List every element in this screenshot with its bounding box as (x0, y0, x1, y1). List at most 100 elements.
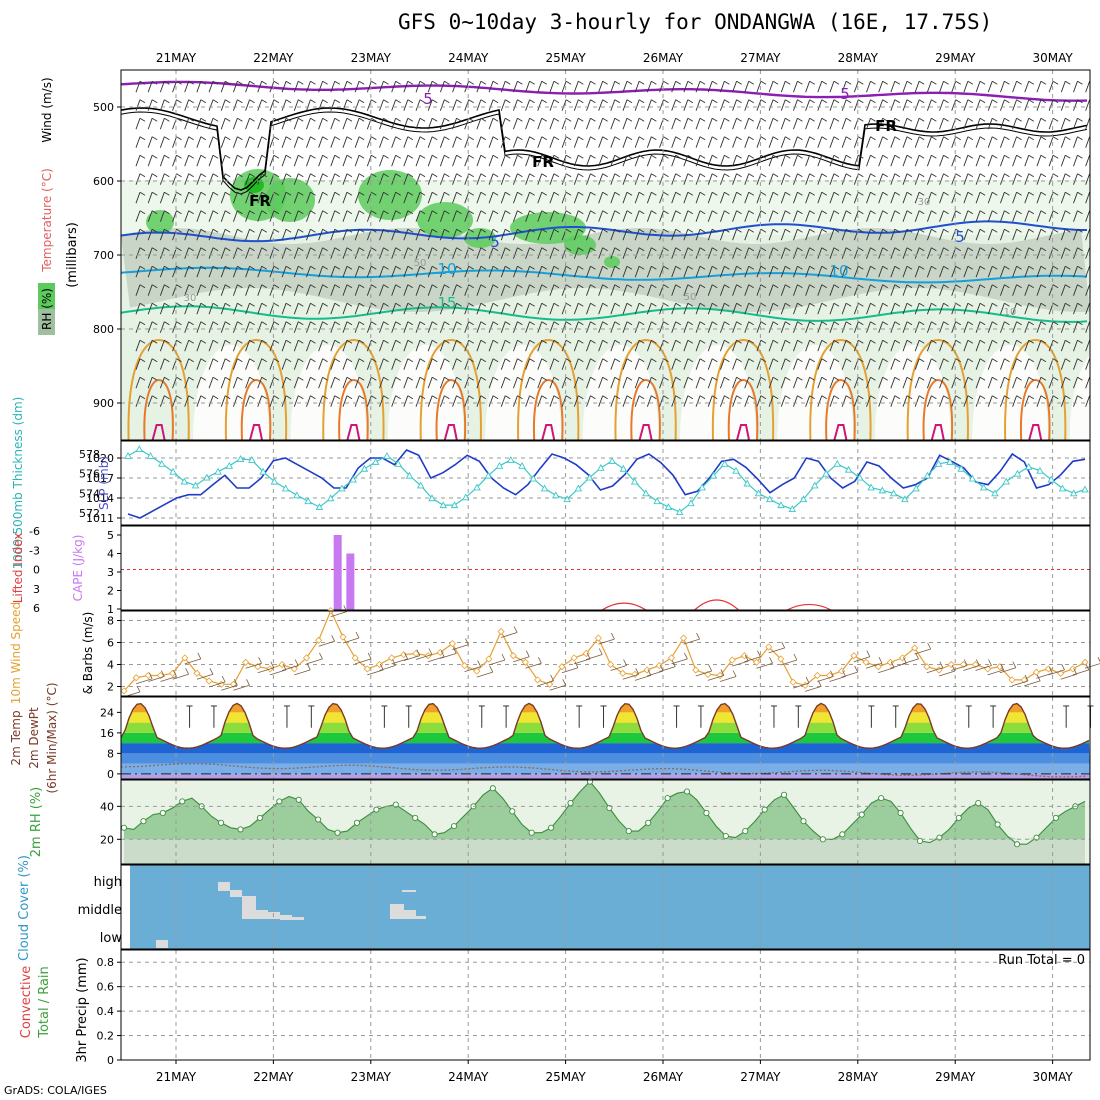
y-tick-label: 24 (100, 706, 114, 719)
wind-barb (769, 657, 773, 664)
wind-barb (926, 81, 932, 93)
wind-barb (1004, 358, 1010, 363)
wind-barb (590, 228, 596, 233)
wind-barb (538, 657, 542, 664)
wind-barb (671, 395, 677, 407)
wind-barb (322, 154, 328, 159)
wind-barb (809, 228, 815, 233)
wind-barb (634, 99, 640, 111)
wind-barb (1052, 117, 1059, 122)
wind-barb (281, 358, 287, 370)
wind-barb (882, 265, 888, 270)
wind-barb (500, 173, 506, 185)
wind-barb (342, 118, 348, 130)
wind-barb (269, 377, 275, 389)
wind-barb (1077, 191, 1083, 196)
wind-barb (1040, 154, 1047, 159)
wind-barb (208, 395, 214, 407)
wind-barb (513, 192, 518, 204)
wind-barb (578, 302, 584, 307)
wind-barb (147, 266, 153, 278)
wind-barb (1048, 155, 1054, 167)
wind-barb (135, 321, 141, 333)
wind-barb (529, 321, 535, 326)
wind-barb (663, 228, 669, 233)
wind-barb (427, 192, 433, 204)
wind-barb (245, 284, 250, 296)
wind-barb (565, 173, 572, 178)
wind-barb (1048, 377, 1054, 389)
wind-barb (164, 376, 170, 381)
wind-barb (245, 303, 250, 315)
wind-barb (505, 358, 511, 363)
rh2m-marker (295, 796, 302, 803)
wind-barb (220, 321, 226, 333)
wind-barb (196, 673, 214, 680)
wind-barb (1060, 247, 1066, 259)
wind-barb (212, 321, 219, 326)
wind-barb (403, 377, 409, 389)
wind-barb (894, 191, 901, 196)
wind-barb (565, 191, 572, 196)
wind-barb (159, 321, 165, 333)
wind-barb (858, 210, 864, 215)
wind-barb (610, 266, 616, 278)
wind-barb (906, 321, 913, 326)
wind-barb (464, 377, 470, 389)
wind-barb (793, 303, 798, 315)
wind-barb (322, 117, 328, 122)
wind-barb (1012, 247, 1018, 259)
thickness-marker (371, 457, 380, 465)
wind-barb (626, 339, 633, 344)
wind-barb (517, 117, 523, 122)
wind-barb (1004, 302, 1010, 307)
wind-barb (626, 247, 633, 252)
wind-barb (391, 229, 397, 241)
wind-barb (184, 210, 190, 222)
wind-barb (176, 80, 182, 85)
wind-barb (914, 340, 920, 352)
wind-barb (748, 136, 754, 141)
wind-speed-marker (752, 658, 761, 666)
wind-barb (164, 395, 170, 400)
wind-barb (1012, 284, 1018, 296)
contour-label: 50 (414, 258, 427, 269)
wind-barb (293, 229, 299, 241)
wind-barb (663, 80, 669, 85)
wind-barb (963, 358, 969, 370)
thickness-marker (349, 475, 357, 483)
wind-barb (992, 247, 998, 252)
wind-barb (590, 284, 596, 289)
wind-barb (711, 99, 718, 104)
contour-label: 15 (437, 294, 456, 312)
wind-barb (797, 228, 803, 233)
li-tick-label: 6 (33, 602, 40, 615)
wind-barb (237, 395, 243, 400)
wind-barb (906, 173, 913, 178)
li-axis-label: Lifted Index (11, 533, 25, 604)
wind-barb (492, 136, 499, 141)
wind-barb (955, 395, 961, 400)
wind-barb (281, 395, 287, 407)
wind-barb (249, 247, 255, 252)
wind-barb (626, 99, 633, 104)
wind-barb (573, 266, 579, 278)
wind-barb (298, 154, 304, 159)
wind-barb (1000, 229, 1005, 241)
wind-barb (748, 265, 754, 270)
wind-barb (1016, 210, 1022, 215)
wind-barb (537, 266, 543, 278)
wind-speed-marker (205, 677, 213, 685)
wind-barb (1073, 155, 1078, 167)
wind-barb (622, 192, 628, 204)
wind-barb (224, 191, 231, 196)
wind-barb (334, 339, 341, 344)
wind-barb (987, 192, 993, 204)
wind-barb (444, 376, 450, 381)
wind-barb (772, 99, 779, 104)
wind-barb (866, 284, 871, 296)
wind-barb (281, 81, 287, 93)
thickness-marker (585, 473, 594, 481)
wind-barb (918, 136, 925, 141)
wind-barb (529, 191, 535, 196)
